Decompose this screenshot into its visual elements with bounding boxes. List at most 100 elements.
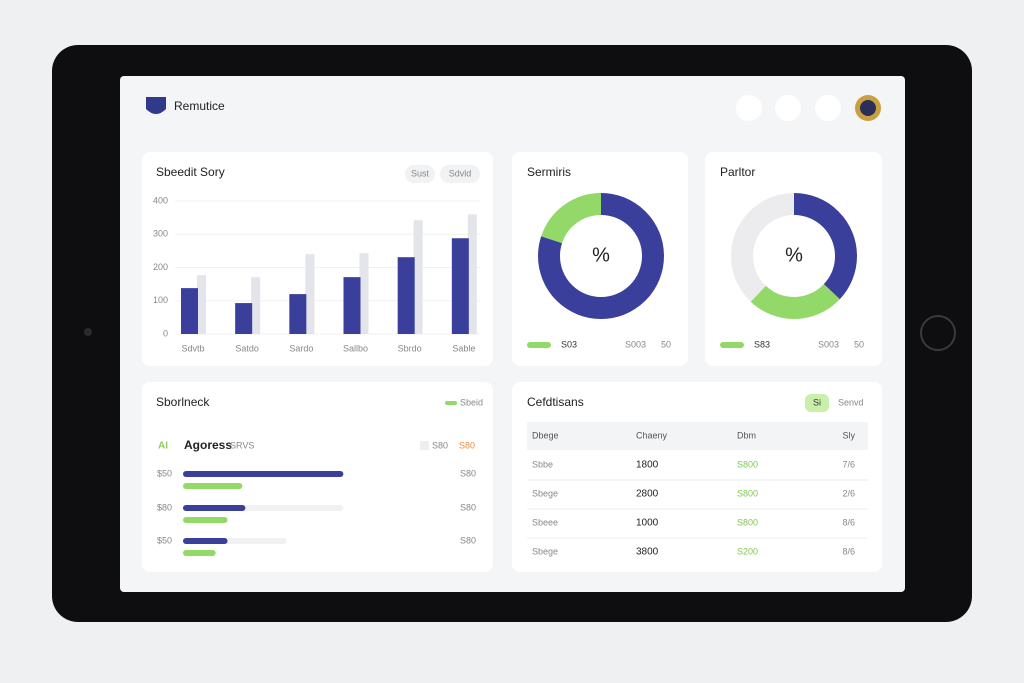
bar (451, 238, 469, 334)
button-label: Sdvld (449, 168, 472, 178)
legend-value: S003 (818, 339, 839, 349)
card-title: Sbeedit Sory (156, 165, 225, 179)
button[interactable] (405, 165, 435, 183)
row-label: $50 (157, 535, 172, 545)
icon-button[interactable] (736, 95, 762, 121)
donut-segment (731, 193, 857, 319)
checkbox[interactable] (420, 441, 429, 450)
cell: 2800 (636, 489, 659, 500)
badge-label: Si (813, 397, 821, 407)
legend-label: S03 (561, 339, 577, 349)
button[interactable] (440, 165, 480, 183)
row-value: S80 (460, 468, 476, 478)
badge[interactable] (805, 394, 829, 412)
x-tick-label: Sdvtb (181, 343, 204, 353)
icon-button[interactable] (815, 95, 841, 121)
cell: S800 (737, 459, 758, 469)
cell: Sbege (532, 488, 558, 498)
logo (146, 97, 166, 114)
legend-swatch (720, 342, 744, 348)
icon-button[interactable] (775, 95, 801, 121)
legend-label: Sbeid (460, 397, 483, 407)
donut-center: % (592, 244, 610, 266)
legend-extra: 50 (661, 339, 671, 349)
card-title: Cefdtisans (527, 395, 584, 409)
x-tick-label: Sable (452, 343, 475, 353)
bar (197, 275, 206, 334)
donut-segment (731, 193, 857, 319)
bar (181, 288, 198, 334)
cell: 8/6 (842, 546, 855, 556)
cell: Sbbe (532, 459, 553, 469)
button-label: Sust (411, 168, 430, 178)
filter[interactable]: Senvd (838, 397, 864, 407)
legend-extra: 50 (854, 339, 864, 349)
y-tick-label: 100 (153, 295, 168, 305)
progress-bar (183, 538, 228, 544)
bar (289, 294, 307, 334)
progress-bar (183, 550, 216, 556)
legend-label: S83 (754, 339, 770, 349)
cell: 1800 (636, 460, 659, 471)
table-header (527, 422, 868, 450)
sub: SRVS (230, 440, 254, 450)
column-header: Dbm (737, 430, 756, 440)
y-tick-label: 300 (153, 229, 168, 239)
x-tick-label: Sardo (289, 343, 313, 353)
avatar-face (860, 100, 876, 116)
donut-segment (538, 193, 664, 319)
bar (343, 277, 361, 334)
camera (84, 328, 92, 336)
bar (235, 303, 253, 334)
col-label: S80 (459, 440, 475, 450)
cell: 1000 (636, 518, 659, 529)
row-label: $50 (157, 468, 172, 478)
legend-swatch (527, 342, 551, 348)
y-tick-label: 200 (153, 262, 168, 272)
progress-bar (183, 505, 246, 511)
bar (305, 254, 315, 334)
bar (359, 253, 369, 334)
donut-center: % (785, 244, 803, 266)
progress-bar (183, 517, 228, 523)
col-label: S80 (432, 440, 448, 450)
cell: 7/6 (842, 459, 855, 469)
cell: 8/6 (842, 517, 855, 527)
name: Agoress (184, 438, 232, 452)
row-value: S80 (460, 535, 476, 545)
x-tick-label: Satdo (235, 343, 259, 353)
progress-bar (183, 471, 344, 477)
bar (397, 257, 415, 334)
row-value: S80 (460, 502, 476, 512)
legend-swatch (445, 401, 457, 405)
app-title: Remutice (174, 99, 225, 113)
cell: 3800 (636, 547, 659, 558)
legend-value: S003 (625, 339, 646, 349)
progress-bar (183, 483, 243, 489)
y-tick-label: 400 (153, 195, 168, 205)
cell: 2/6 (842, 488, 855, 498)
bar (251, 277, 261, 334)
cell: S800 (737, 517, 758, 527)
row-label: $80 (157, 502, 172, 512)
tag: AI (158, 441, 168, 452)
bar (467, 214, 477, 334)
card-title: Sermiris (527, 165, 571, 179)
cell: Sbeee (532, 517, 558, 527)
y-tick-label: 0 (163, 328, 168, 338)
cell: S200 (737, 546, 758, 556)
cell: Sbege (532, 546, 558, 556)
cell: S800 (737, 488, 758, 498)
x-tick-label: Sallbo (343, 343, 368, 353)
column-header: Sly (842, 430, 855, 440)
card (705, 152, 882, 366)
home-button[interactable] (920, 315, 956, 351)
card-title: Sborlneck (156, 395, 210, 409)
bar (413, 220, 423, 334)
card (512, 152, 688, 366)
column-header: Chaeny (636, 430, 668, 440)
card-title: Parltor (720, 165, 755, 179)
x-tick-label: Sbrdo (398, 343, 422, 353)
